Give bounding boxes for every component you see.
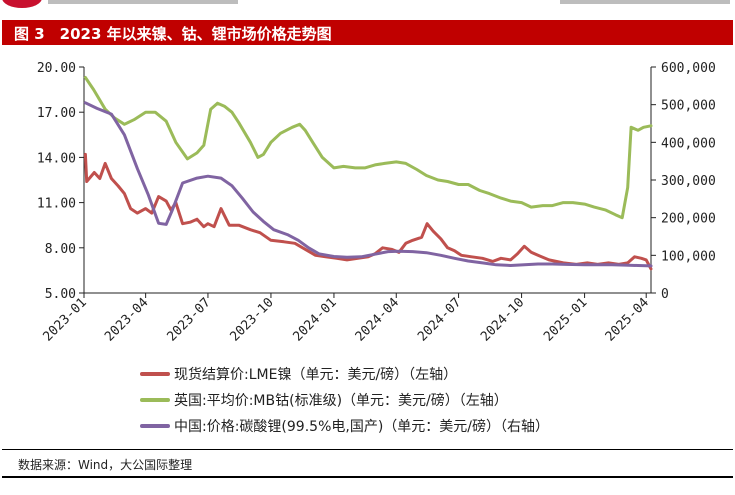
- header-faint-text: [48, 0, 238, 4]
- right-tick-label: 300,000: [661, 174, 716, 189]
- divider-top: [2, 449, 733, 450]
- left-tick-label: 14.00: [37, 151, 76, 166]
- right-tick-label: 500,000: [661, 99, 716, 114]
- left-tick-label: 8.00: [45, 242, 76, 257]
- x-tick-label: 2023-01: [40, 295, 89, 344]
- line-chart: 5.00 8.00 11.00 14.00 17.00 20.00 0 100,000 200…: [37, 61, 716, 345]
- legend-label-cobalt: 英国:平均价:MB钴(标准级)（单元：美元/磅）（左轴）: [174, 393, 508, 409]
- legend-swatch-lithium: [140, 424, 170, 428]
- right-axis: 0 100,000 200,000 300,000 400,000 500,000 600,…: [651, 61, 716, 302]
- legend-swatch-cobalt: [140, 398, 170, 402]
- left-tick-label: 5.00: [45, 287, 76, 302]
- x-tick-label: 2023-07: [164, 295, 213, 344]
- right-tick-label: 200,000: [661, 212, 716, 227]
- axis-lines: [83, 67, 652, 294]
- x-tick-label: 2024-07: [415, 295, 464, 344]
- divider-bottom: [2, 476, 733, 478]
- company-logo: [2, 0, 42, 8]
- right-tick-label: 400,000: [661, 136, 716, 151]
- left-tick-label: 17.00: [37, 106, 76, 121]
- legend-label-lithium: 中国:价格:碳酸锂(99.5%电,国产)（单元：美元/磅）（右轴）: [174, 419, 549, 435]
- header-strip: [0, 0, 735, 10]
- series-lines: [83, 76, 653, 271]
- series-line-1: [83, 76, 653, 220]
- left-axis: 5.00 8.00 11.00 14.00 17.00 20.00: [37, 61, 84, 302]
- left-tick-label: 20.00: [37, 61, 76, 76]
- x-tick-label: 2024-04: [353, 295, 402, 344]
- x-tick-label: 2025-04: [603, 295, 652, 344]
- x-tick-label: 2023-10: [227, 295, 276, 344]
- x-axis: 2023-01 2023-04 2023-07 2023-10 2024-01 2024-…: [40, 293, 652, 345]
- source-note: 数据来源：Wind，大公国际整理: [18, 458, 193, 472]
- legend-swatch-nickel: [140, 372, 170, 376]
- figure-title: 图 3 2023 年以来镍、钴、锂市场价格走势图: [14, 25, 332, 43]
- x-tick-label: 2025-01: [541, 295, 590, 344]
- x-tick-label: 2024-10: [478, 295, 527, 344]
- left-tick-label: 11.00: [37, 197, 76, 212]
- figure-title-bar: 图 3 2023 年以来镍、钴、锂市场价格走势图: [2, 20, 733, 45]
- right-tick-label: 600,000: [661, 61, 716, 76]
- right-tick-label: 100,000: [661, 249, 716, 264]
- right-tick-label: 0: [661, 287, 669, 302]
- x-tick-label: 2023-04: [102, 295, 151, 344]
- x-tick-label: 2024-01: [290, 295, 339, 344]
- header-faint-text-right: [560, 0, 730, 4]
- series-line-2: [83, 101, 653, 268]
- legend-label-nickel: 现货结算价:LME镍（单元：美元/磅）（左轴）: [174, 367, 458, 383]
